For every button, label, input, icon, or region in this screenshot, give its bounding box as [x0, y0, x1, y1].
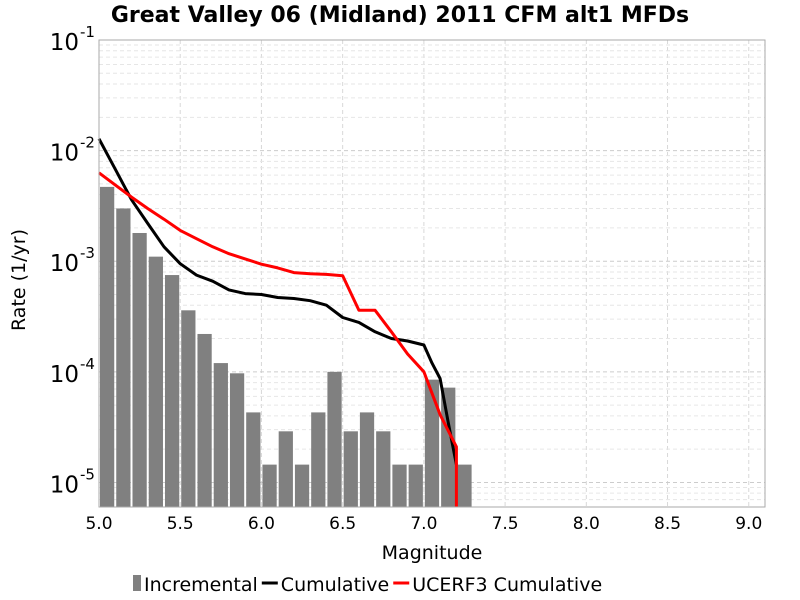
y-tick-base: 10 — [50, 251, 79, 277]
bar — [100, 186, 115, 507]
legend-swatch — [133, 575, 141, 591]
x-tick-labels: 5.0 5.5 6.0 6.5 7.0 7.5 8.0 8.5 9.0 — [85, 514, 762, 534]
x-tick-label: 9.0 — [735, 514, 762, 534]
y-tick-exponent: -5 — [80, 465, 95, 483]
legend-item: Cumulative — [261, 574, 389, 596]
legend-item: UCERF3 Cumulative — [393, 574, 602, 596]
x-tick-label: 6.0 — [248, 514, 275, 534]
x-tick-label: 5.0 — [85, 514, 112, 534]
bar — [229, 373, 245, 507]
bar — [181, 310, 196, 507]
bar — [132, 232, 147, 508]
cumulative-lines — [97, 138, 458, 507]
y-tick-exponent: -1 — [80, 23, 95, 41]
bar — [278, 431, 293, 507]
bar — [246, 412, 261, 507]
bar — [376, 431, 391, 507]
y-tick-base: 10 — [50, 472, 79, 498]
y-tick-label: 10 -1 — [50, 23, 95, 56]
incremental-bars — [100, 186, 472, 508]
y-tick-base: 10 — [50, 141, 79, 167]
bar — [359, 412, 375, 507]
y-axis-label: Rate (1/yr) — [8, 229, 30, 331]
x-axis-label: Magnitude — [382, 542, 483, 564]
legend-label: Cumulative — [281, 574, 389, 596]
y-tick-label: 10 -3 — [50, 244, 95, 277]
y-tick-labels: 10-510-410-310-210-1 — [50, 23, 95, 498]
x-tick-label: 5.5 — [167, 514, 194, 534]
y-tick-exponent: -4 — [80, 355, 95, 373]
x-tick-label: 6.5 — [329, 514, 356, 534]
x-tick-label: 8.0 — [573, 514, 600, 534]
legend: Incremental Cumulative UCERF3 Cumulative — [133, 574, 602, 596]
y-tick-label: 10 -5 — [50, 465, 95, 498]
bar — [116, 208, 131, 507]
bar — [327, 371, 342, 507]
x-tick-label: 8.5 — [654, 514, 681, 534]
series-line — [98, 171, 458, 507]
bar — [294, 464, 310, 507]
bar — [441, 387, 456, 507]
bar — [392, 464, 407, 507]
x-tick-label: 7.0 — [410, 514, 437, 534]
y-tick-label: 10 -4 — [50, 355, 95, 388]
bar — [197, 333, 212, 507]
legend-item: Incremental — [133, 574, 258, 596]
y-tick-exponent: -3 — [80, 244, 95, 262]
x-tick-label: 7.5 — [492, 514, 519, 534]
bar — [424, 379, 440, 507]
bar — [148, 256, 163, 507]
y-tick-base: 10 — [50, 362, 79, 388]
bar — [408, 464, 423, 507]
y-tick-exponent: -2 — [80, 134, 95, 152]
bar — [343, 431, 358, 507]
bar — [164, 275, 180, 507]
legend-label: Incremental — [144, 574, 258, 596]
y-tick-label: 10 -2 — [50, 134, 95, 167]
y-tick-base: 10 — [50, 30, 79, 56]
bar — [213, 363, 228, 507]
legend-label: UCERF3 Cumulative — [412, 574, 602, 596]
bar — [457, 464, 472, 507]
bar — [262, 464, 277, 507]
chart-title: Great Valley 06 (Midland) 2011 CFM alt1 … — [111, 3, 689, 28]
bar — [311, 412, 326, 507]
plot-frame — [98, 39, 766, 508]
series-line — [97, 138, 458, 465]
